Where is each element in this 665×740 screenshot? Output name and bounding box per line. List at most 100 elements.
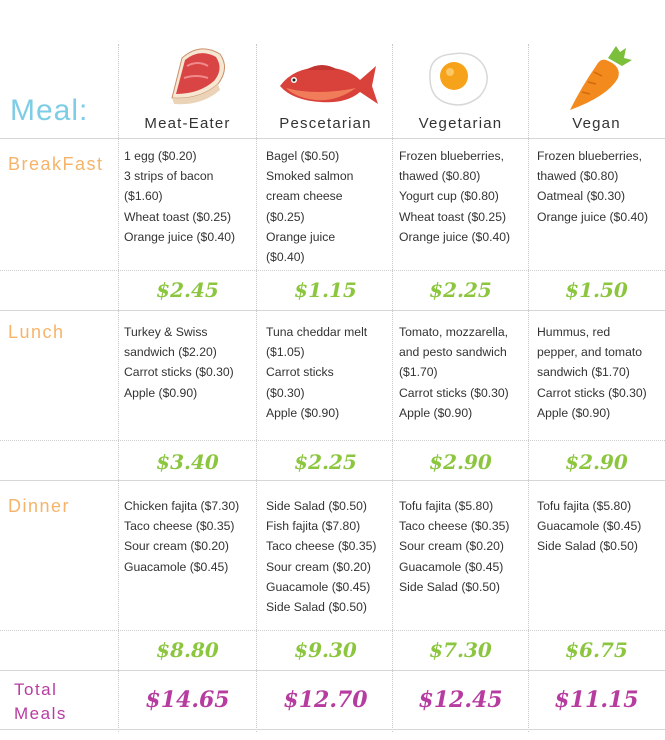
meal-heading: Meal: xyxy=(10,94,89,127)
list-item: Fish fajita ($7.80) xyxy=(266,519,361,534)
lunch-meat-eater-items: Turkey & Swiss sandwich ($2.20) Carrot s… xyxy=(124,322,256,403)
lunch-pescetarian-price: $2.25 xyxy=(294,450,357,474)
row-label-breakfast: BreakFast xyxy=(8,154,104,174)
list-item: Apple ($0.90) xyxy=(537,405,611,420)
breakfast-vegan-price: $1.50 xyxy=(565,278,628,302)
breakfast-meat-eater-price: $2.45 xyxy=(156,278,219,302)
dinner-pescetarian-price: $9.30 xyxy=(294,638,357,662)
breakfast-pescetarian-price: $1.15 xyxy=(294,278,357,302)
list-item: ($1.60) xyxy=(124,189,163,204)
list-item: Side Salad ($0.50) xyxy=(399,579,500,594)
total-meat-eater: $14.65 xyxy=(145,687,230,713)
row-divider xyxy=(0,729,665,730)
list-item: cream cheese xyxy=(266,189,343,204)
dinner-meat-eater-price: $8.80 xyxy=(156,638,219,662)
column-divider xyxy=(118,44,119,732)
total-label-line1: Total xyxy=(14,680,58,699)
steak-icon xyxy=(171,48,225,105)
list-item: Guacamole ($0.45) xyxy=(399,559,504,574)
list-item: Taco cheese ($0.35) xyxy=(124,519,235,534)
row-divider xyxy=(0,480,665,481)
list-item: Taco cheese ($0.35) xyxy=(266,539,377,554)
list-item: Orange juice ($0.40) xyxy=(537,209,649,224)
list-item: Turkey & Swiss xyxy=(124,325,208,339)
list-item: ($1.70) xyxy=(399,365,438,380)
list-item: Taco cheese ($0.35) xyxy=(399,519,510,534)
list-item: Guacamole ($0.45) xyxy=(124,559,229,574)
list-item: Apple ($0.90) xyxy=(266,405,340,420)
list-item: Orange juice ($0.40) xyxy=(399,229,511,244)
list-item: Carrot sticks ($0.30) xyxy=(124,365,234,380)
total-vegan: $11.15 xyxy=(554,687,639,713)
list-item: Wheat toast ($0.25) xyxy=(124,209,232,224)
list-item: Tuna cheddar melt xyxy=(266,325,368,339)
list-item: Orange juice ($0.40) xyxy=(124,229,236,244)
lunch-vegetarian-price: $2.90 xyxy=(429,450,492,474)
list-item: Side Salad ($0.50) xyxy=(266,600,367,615)
list-item: Apple ($0.90) xyxy=(399,405,473,420)
row-label-lunch: Lunch xyxy=(8,322,65,342)
list-item: Oatmeal ($0.30) xyxy=(537,189,626,204)
column-heading-vegetarian: Vegetarian xyxy=(418,115,503,132)
dinner-vegetarian-items: Tofu fajita ($5.80) Taco cheese ($0.35) … xyxy=(399,496,531,597)
total-meals-label: Total Meals xyxy=(14,678,84,726)
row-divider xyxy=(0,440,665,441)
column-divider xyxy=(256,44,257,732)
list-item: 1 egg ($0.20) xyxy=(124,149,197,163)
breakfast-pescetarian-items: Bagel ($0.50) Smoked salmon cream cheese… xyxy=(266,146,398,267)
list-item: Carrot sticks ($0.30) xyxy=(399,385,509,400)
column-heading-vegan: Vegan xyxy=(572,115,621,132)
row-divider xyxy=(0,630,665,631)
list-item: Carrot sticks xyxy=(266,365,334,380)
list-item: Frozen blueberries, xyxy=(399,149,504,163)
breakfast-meat-eater-items: 1 egg ($0.20) 3 strips of bacon ($1.60) … xyxy=(124,146,256,247)
lunch-pescetarian-items: Tuna cheddar melt ($1.05) Carrot sticks … xyxy=(266,322,398,423)
egg-icon xyxy=(429,52,488,106)
list-item: Tofu fajita ($5.80) xyxy=(399,499,494,513)
dinner-vegan-items: Tofu fajita ($5.80) Guacamole ($0.45) Si… xyxy=(537,496,665,557)
list-item: Side Salad ($0.50) xyxy=(266,499,367,513)
list-item: and pesto sandwich xyxy=(399,345,507,360)
column-divider xyxy=(528,44,529,732)
list-item: ($1.05) xyxy=(266,345,305,360)
list-item: Carrot sticks ($0.30) xyxy=(537,385,647,400)
list-item: 3 strips of bacon xyxy=(124,169,214,184)
list-item: Chicken fajita ($7.30) xyxy=(124,499,240,513)
lunch-vegan-price: $2.90 xyxy=(565,450,628,474)
column-heading-meat-eater: Meat-Eater xyxy=(144,115,231,132)
breakfast-vegan-items: Frozen blueberries, thawed ($0.80) Oatme… xyxy=(537,146,665,227)
list-item: ($0.25) xyxy=(266,209,305,224)
row-divider xyxy=(0,310,665,311)
list-item: pepper, and tomato xyxy=(537,345,643,360)
list-item: Side Salad ($0.50) xyxy=(537,539,638,554)
list-item: ($0.40) xyxy=(266,250,305,265)
list-item: Tofu fajita ($5.80) xyxy=(537,499,632,513)
list-item: Yogurt cup ($0.80) xyxy=(399,189,499,204)
list-item: Sour cream ($0.20) xyxy=(266,559,371,574)
list-item: Sour cream ($0.20) xyxy=(124,539,229,554)
list-item: Frozen blueberries, xyxy=(537,149,642,163)
list-item: sandwich ($1.70) xyxy=(537,365,630,380)
row-divider xyxy=(0,670,665,671)
list-item: Tomato, mozzarella, xyxy=(399,325,509,339)
total-label-line2: Meals xyxy=(14,704,67,723)
lunch-vegetarian-items: Tomato, mozzarella, and pesto sandwich (… xyxy=(399,322,531,423)
list-item: Orange juice xyxy=(266,229,336,244)
dinner-pescetarian-items: Side Salad ($0.50) Fish fajita ($7.80) T… xyxy=(266,496,398,617)
carrot-icon xyxy=(570,46,632,110)
breakfast-vegetarian-price: $2.25 xyxy=(429,278,492,302)
lunch-vegan-items: Hummus, red pepper, and tomato sandwich … xyxy=(537,322,665,423)
list-item: Guacamole ($0.45) xyxy=(537,519,642,534)
dinner-vegetarian-price: $7.30 xyxy=(429,638,492,662)
breakfast-vegetarian-items: Frozen blueberries, thawed ($0.80) Yogur… xyxy=(399,146,531,247)
total-pescetarian: $12.70 xyxy=(283,687,368,713)
list-item: Smoked salmon xyxy=(266,169,354,184)
list-item: Bagel ($0.50) xyxy=(266,149,340,163)
list-item: thawed ($0.80) xyxy=(399,169,481,184)
list-item: Wheat toast ($0.25) xyxy=(399,209,507,224)
total-vegetarian: $12.45 xyxy=(418,687,503,713)
fish-icon xyxy=(280,65,378,104)
lunch-meat-eater-price: $3.40 xyxy=(156,450,219,474)
column-heading-pescetarian: Pescetarian xyxy=(279,115,372,132)
row-divider xyxy=(0,138,665,139)
